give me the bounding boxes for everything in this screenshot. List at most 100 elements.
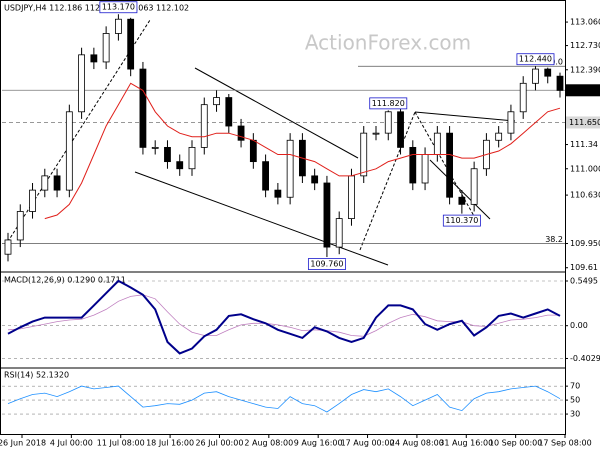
y-tick-label: 111.000 (570, 164, 600, 173)
candle-body (507, 111, 515, 134)
candle-body (335, 218, 343, 248)
candle-body (127, 18, 135, 70)
y-tick-label: 111.34 (570, 140, 598, 149)
candle-body (200, 104, 208, 148)
candle-body (188, 146, 196, 170)
plot-frame (0, 0, 566, 435)
candle-body (213, 97, 220, 106)
annotation-box (516, 53, 555, 66)
x-tick-label: 17 Aug 00:00 (341, 439, 395, 448)
annotation-box (442, 214, 481, 227)
candle-body (384, 111, 392, 134)
annotation-label: 109.760 (310, 260, 343, 269)
candle-body (433, 132, 441, 155)
candle-body (4, 239, 12, 255)
x-tick-label: 24 Aug 08:00 (390, 439, 444, 448)
candle-body (348, 175, 355, 219)
y-tick-label: 113.060 (570, 18, 600, 27)
watermark: ActionForex.com (305, 31, 471, 55)
x-tick-label: 11 Jul 08:00 (97, 439, 145, 448)
y-tick-label: 0.5495 (570, 276, 598, 285)
annotation-box (307, 258, 346, 270)
y-tick-label: 109.61 (570, 263, 598, 272)
candle-body (16, 211, 24, 241)
y-tick-label: 50 (570, 396, 580, 405)
candle-body (164, 146, 171, 163)
candle-body (397, 111, 404, 148)
candle-body (78, 54, 85, 113)
trend-lines (4, 19, 516, 266)
candle-body (225, 97, 233, 127)
x-tick-label: 17 Sep 08:00 (538, 439, 591, 448)
annotation-box (99, 1, 138, 14)
x-tick-label: 26 Jul 00:00 (195, 439, 243, 448)
candle-body (495, 132, 503, 141)
candle-body (458, 196, 466, 205)
candle-body (446, 132, 454, 198)
candle-body (519, 82, 527, 113)
candle-body (262, 161, 270, 191)
candle-body (90, 54, 98, 63)
candle-body (102, 33, 110, 63)
triangle-line (429, 159, 491, 220)
candle-body (29, 189, 36, 212)
candle-body (323, 182, 331, 248)
candle-body (115, 18, 122, 34)
macd-line (7, 279, 561, 355)
annotation-box (369, 97, 408, 110)
macd-signal (7, 294, 560, 337)
annotation-label: 110.370 (445, 216, 478, 225)
price-marker-box (566, 116, 600, 129)
rsi-line (7, 385, 561, 413)
x-tick-label: 26 Jun 2018 (0, 439, 46, 448)
candle-body (544, 68, 552, 77)
x-tick-label: 18 Jul 16:00 (146, 439, 194, 448)
x-tick-label: 10 Sep 00:00 (489, 439, 542, 448)
rsi-title: RSI(14) 52.1320 (4, 371, 69, 380)
macd-title: MACD(12,26,9) 0.1290 0.1711 (4, 276, 126, 285)
candle-body (470, 168, 478, 205)
y-tick-label: 0.00 (570, 321, 588, 330)
price-marker-box (566, 84, 600, 97)
y-tick-label: 30 (570, 410, 580, 419)
y-tick-label: 112.390 (570, 65, 600, 74)
annotation-label: 112.440 (519, 55, 552, 64)
price-marker-label: 112.102 (569, 86, 600, 95)
candle-body (286, 139, 294, 198)
chart-title: USDJPY,H4 112.186 112.230 112.063 112.10… (4, 4, 189, 13)
x-tick-label: 2 Aug 08:00 (244, 439, 293, 448)
candle-body (249, 139, 257, 163)
annotation-label: 113.170 (102, 3, 135, 12)
candle-body (139, 68, 147, 148)
y-tick-label: 112.730 (570, 41, 600, 50)
price-marker-label: 111.650 (569, 118, 600, 127)
candle-body (65, 111, 73, 191)
moving-average (44, 82, 561, 220)
y-tick-label: -0.4029 (570, 354, 600, 363)
candle-body (532, 68, 539, 84)
level-label: 38.2 (545, 235, 563, 244)
candle-body (556, 75, 564, 91)
candle-body (360, 132, 368, 177)
candle-body (176, 161, 184, 170)
candle-body (274, 189, 282, 198)
candle-body (237, 125, 245, 141)
x-tick-label: 31 Aug 16:00 (439, 439, 493, 448)
y-tick-label: 70 (570, 382, 580, 391)
y-tick-label: 109.950 (570, 239, 600, 248)
x-tick-label: 9 Aug 16:00 (294, 439, 343, 448)
candle-body (372, 132, 380, 135)
triangle-line (414, 111, 516, 122)
annotation-label: 111.820 (372, 99, 405, 108)
candle-body (41, 175, 49, 191)
candle-body (421, 154, 429, 184)
channel-line (134, 171, 389, 266)
candle-body (409, 146, 417, 184)
candle-body (53, 175, 61, 191)
y-tick-label: 110.630 (570, 191, 600, 200)
channel-line (194, 67, 359, 159)
candle-body (311, 175, 319, 184)
candle-body (151, 146, 159, 149)
